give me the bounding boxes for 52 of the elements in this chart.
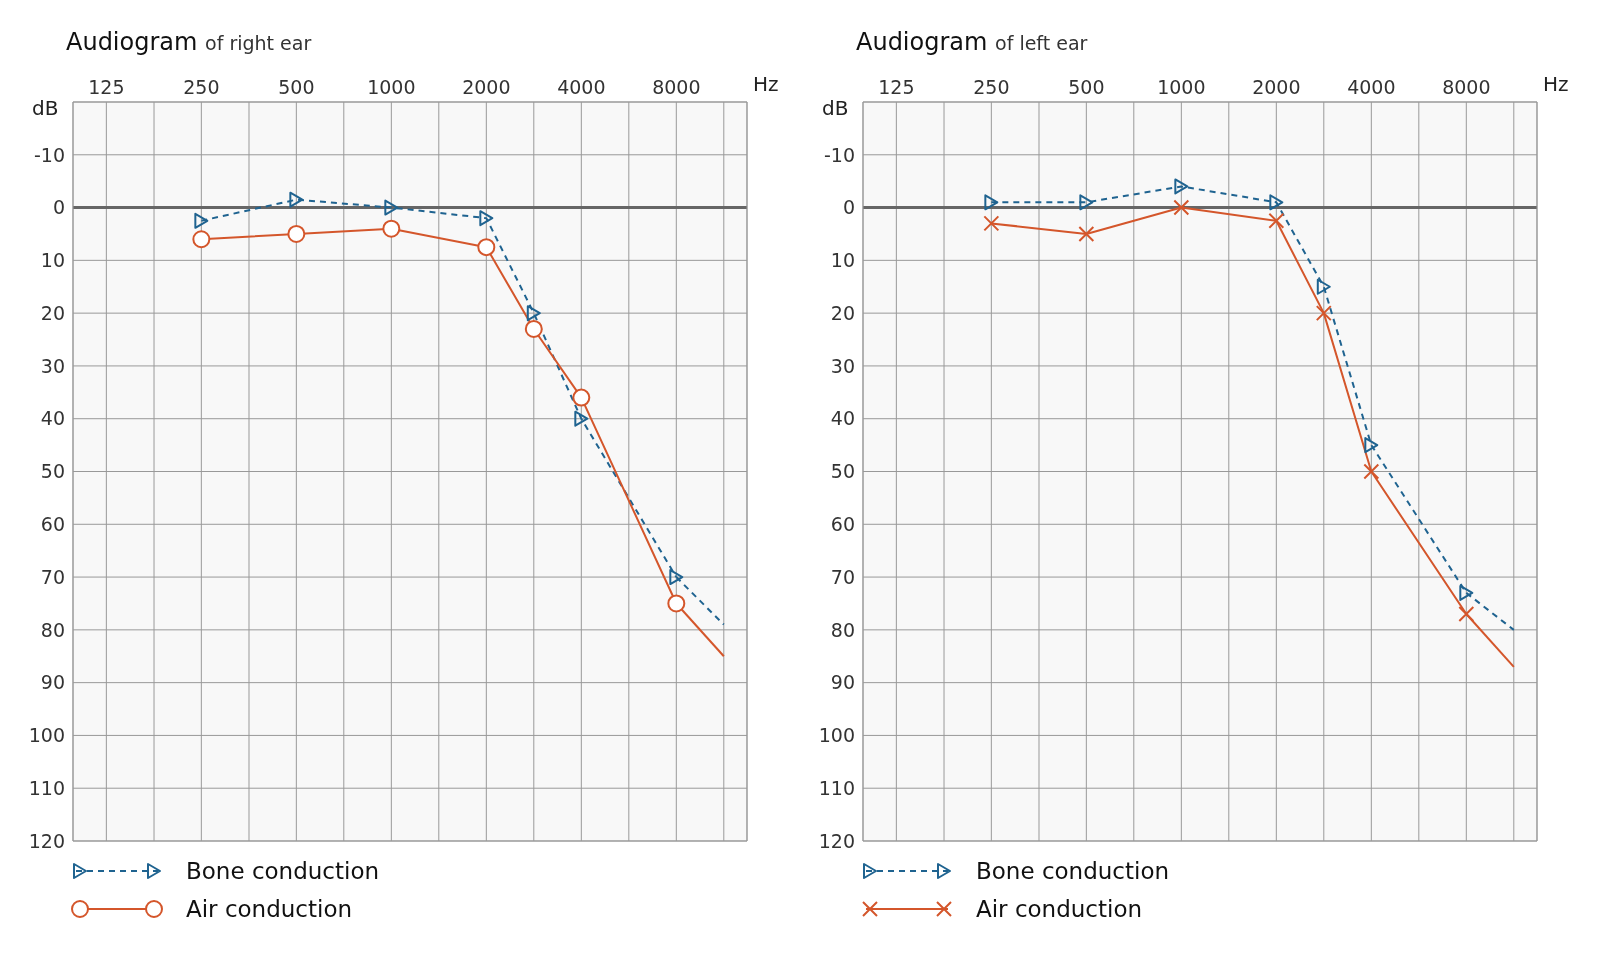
y-tick-label: 120: [818, 829, 855, 852]
x-tick-label: 1000: [1157, 76, 1206, 98]
x-tick-label: 500: [278, 76, 315, 98]
y-tick-label: 80: [40, 618, 65, 641]
chart-title: Audiogram of right ear: [66, 28, 312, 56]
y-tick-label: 60: [40, 513, 65, 536]
y-tick-label: 50: [830, 460, 855, 483]
y-tick-label: 100: [818, 724, 855, 747]
x-axis-title: Hz: [1543, 72, 1569, 96]
x-tick-label: 8000: [1442, 76, 1491, 98]
y-tick-label: -10: [33, 143, 65, 166]
legend-label: Bone conduction: [186, 858, 380, 884]
y-tick-label: 110: [818, 776, 855, 799]
legend-label: Air conduction: [976, 896, 1143, 922]
y-tick-label: 120: [28, 829, 65, 852]
x-tick-label: 125: [878, 76, 915, 98]
y-tick-label: 40: [40, 407, 65, 430]
y-axis-title: dB: [32, 96, 59, 120]
y-tick-label: 20: [40, 301, 65, 324]
x-tick-label: 8000: [652, 76, 701, 98]
x-tick-label: 250: [973, 76, 1010, 98]
y-tick-label: 30: [830, 354, 855, 377]
x-tick-label: 1000: [367, 76, 416, 98]
y-tick-label: 90: [830, 671, 855, 694]
x-tick-label: 4000: [557, 76, 606, 98]
legend-label: Bone conduction: [976, 858, 1170, 884]
y-tick-label: 20: [830, 301, 855, 324]
x-axis-title: Hz: [753, 72, 779, 96]
y-tick-label: 60: [830, 513, 855, 536]
y-tick-label: 30: [40, 354, 65, 377]
y-tick-label: 50: [40, 460, 65, 483]
y-tick-label: 70: [40, 565, 65, 588]
x-tick-label: 250: [183, 76, 220, 98]
x-tick-label: 4000: [1347, 76, 1396, 98]
y-tick-label: 90: [40, 671, 65, 694]
y-tick-label: 40: [830, 407, 855, 430]
y-tick-label: 10: [40, 249, 65, 272]
x-tick-label: 2000: [1252, 76, 1301, 98]
legend-label: Air conduction: [186, 896, 353, 922]
x-tick-label: 2000: [462, 76, 511, 98]
y-tick-label: 110: [28, 776, 65, 799]
chart-title: Audiogram of left ear: [856, 28, 1088, 56]
y-tick-label: 100: [28, 724, 65, 747]
y-tick-label: 80: [830, 618, 855, 641]
y-tick-label: -10: [823, 143, 855, 166]
x-tick-label: 125: [88, 76, 125, 98]
y-tick-label: 0: [842, 196, 855, 219]
y-tick-label: 70: [830, 565, 855, 588]
y-tick-label: 10: [830, 249, 855, 272]
y-tick-label: 0: [52, 196, 65, 219]
x-tick-label: 500: [1068, 76, 1105, 98]
y-axis-title: dB: [822, 96, 849, 120]
